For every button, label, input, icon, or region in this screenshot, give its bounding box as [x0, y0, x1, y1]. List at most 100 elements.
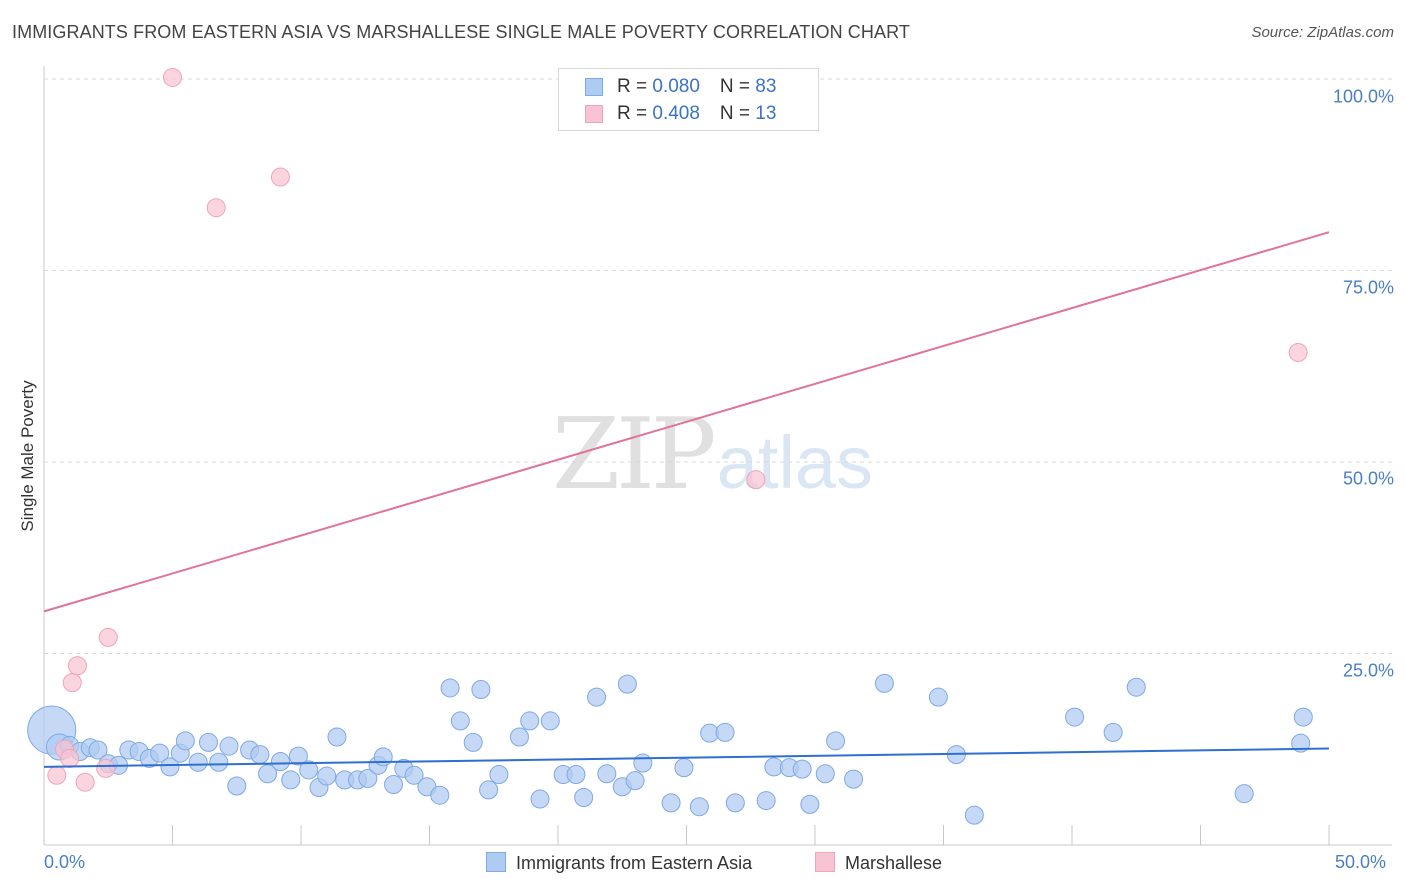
data-point-eastern-asia: [574, 788, 594, 808]
data-point-eastern-asia: [227, 776, 247, 796]
data-point-eastern-asia: [566, 765, 586, 785]
data-point-eastern-asia: [617, 674, 637, 694]
data-point-eastern-asia: [587, 687, 607, 707]
data-point-eastern-asia: [270, 752, 290, 772]
data-point-eastern-asia: [674, 758, 694, 778]
data-point-eastern-asia: [209, 752, 229, 772]
data-point-eastern-asia: [175, 731, 195, 751]
blue-swatch: [486, 852, 506, 872]
data-point-eastern-asia: [844, 769, 864, 789]
data-point-eastern-asia: [188, 752, 208, 772]
data-point-eastern-asia: [661, 793, 681, 813]
data-point-eastern-asia: [88, 740, 108, 760]
legend-label: Marshallese: [845, 853, 943, 873]
y-tick-label-75: 75.0%: [1342, 277, 1394, 298]
data-point-marshallese: [75, 772, 95, 792]
watermark-zip: ZIP: [552, 398, 717, 512]
data-point-eastern-asia: [327, 727, 347, 747]
data-point-eastern-asia: [792, 759, 812, 779]
data-point-eastern-asia: [1293, 707, 1313, 727]
legend-item-eastern-asia: Immigrants from Eastern Asia: [486, 852, 752, 874]
data-point-eastern-asia: [430, 785, 450, 805]
r-label: R =: [617, 103, 653, 124]
data-point-marshallese: [1288, 342, 1308, 362]
data-point-eastern-asia: [288, 746, 308, 766]
legend-item-marshallese: Marshallese: [815, 852, 942, 874]
data-point-eastern-asia: [826, 731, 846, 751]
data-point-eastern-asia: [219, 736, 239, 756]
data-point-marshallese: [47, 765, 67, 785]
data-point-eastern-asia: [1291, 733, 1311, 753]
data-point-marshallese: [67, 656, 87, 676]
correlation-legend: R = 0.080 N = 83 R = 0.408 N = 13: [558, 68, 819, 131]
pink-swatch: [815, 852, 835, 872]
data-point-eastern-asia: [800, 794, 820, 814]
data-point-eastern-asia: [520, 711, 540, 731]
n-value: 83: [755, 76, 777, 97]
data-point-eastern-asia: [1103, 722, 1123, 742]
data-point-eastern-asia: [725, 793, 745, 813]
data-point-eastern-asia: [450, 711, 470, 731]
chart-title: IMMIGRANTS FROM EASTERN ASIA VS MARSHALL…: [12, 22, 910, 42]
data-point-marshallese: [206, 198, 226, 218]
data-point-eastern-asia: [540, 711, 560, 731]
data-point-eastern-asia: [597, 764, 617, 784]
data-point-eastern-asia: [633, 753, 653, 773]
n-label: N =: [719, 76, 756, 97]
pink-swatch: [585, 105, 603, 123]
data-point-marshallese: [746, 470, 766, 490]
y-tick-label-50: 50.0%: [1342, 468, 1394, 489]
data-point-eastern-asia: [198, 732, 218, 752]
n-label: N =: [719, 103, 756, 124]
data-point-eastern-asia: [299, 760, 319, 780]
n-value: 13: [755, 103, 777, 124]
y-axis-label: Single Male Poverty: [18, 380, 37, 532]
data-point-eastern-asia: [258, 764, 278, 784]
data-point-eastern-asia: [463, 732, 483, 752]
data-point-eastern-asia: [715, 722, 735, 742]
data-point-eastern-asia: [250, 745, 270, 765]
data-point-marshallese: [98, 627, 118, 647]
data-point-eastern-asia: [625, 771, 645, 791]
data-point-marshallese: [270, 167, 290, 187]
data-point-eastern-asia: [281, 770, 301, 790]
data-point-eastern-asia: [404, 765, 424, 785]
data-point-marshallese: [163, 67, 182, 87]
data-point-eastern-asia: [150, 743, 170, 763]
y-tick-label-25: 25.0%: [1342, 660, 1394, 681]
data-point-eastern-asia: [928, 687, 948, 707]
r-value: 0.408: [652, 103, 700, 124]
data-point-eastern-asia: [815, 764, 835, 784]
legend-label: Immigrants from Eastern Asia: [516, 853, 753, 873]
blue-swatch: [585, 78, 603, 96]
data-point-eastern-asia: [756, 791, 776, 811]
trend-line-eastern-asia: [43, 747, 1330, 768]
data-point-eastern-asia: [530, 789, 550, 809]
source-label: Source: ZipAtlas.com: [1251, 24, 1394, 41]
data-point-eastern-asia: [964, 805, 984, 825]
data-point-eastern-asia: [479, 780, 499, 800]
data-point-eastern-asia: [373, 747, 393, 767]
data-point-eastern-asia: [1126, 677, 1146, 697]
trend-line-marshallese: [43, 231, 1330, 613]
data-point-eastern-asia: [471, 680, 491, 700]
data-point-eastern-asia: [689, 797, 709, 817]
x-tick-label-max: 50.0%: [1335, 852, 1387, 872]
data-point-eastern-asia: [509, 727, 529, 747]
x-tick-label-min: 0.0%: [44, 852, 86, 872]
data-point-marshallese: [96, 758, 116, 778]
r-label: R =: [617, 76, 653, 97]
data-point-eastern-asia: [489, 765, 509, 785]
data-point-eastern-asia: [384, 774, 404, 794]
data-point-eastern-asia: [160, 757, 180, 777]
data-point-eastern-asia: [358, 768, 378, 788]
r-value: 0.080: [652, 76, 700, 97]
data-point-eastern-asia: [874, 673, 894, 693]
data-point-eastern-asia: [317, 766, 337, 786]
data-point-marshallese: [60, 748, 80, 768]
data-point-eastern-asia: [1234, 784, 1254, 804]
data-point-eastern-asia: [440, 678, 460, 698]
data-point-marshallese: [62, 673, 82, 693]
y-tick-label-100: 100.0%: [1332, 86, 1394, 107]
